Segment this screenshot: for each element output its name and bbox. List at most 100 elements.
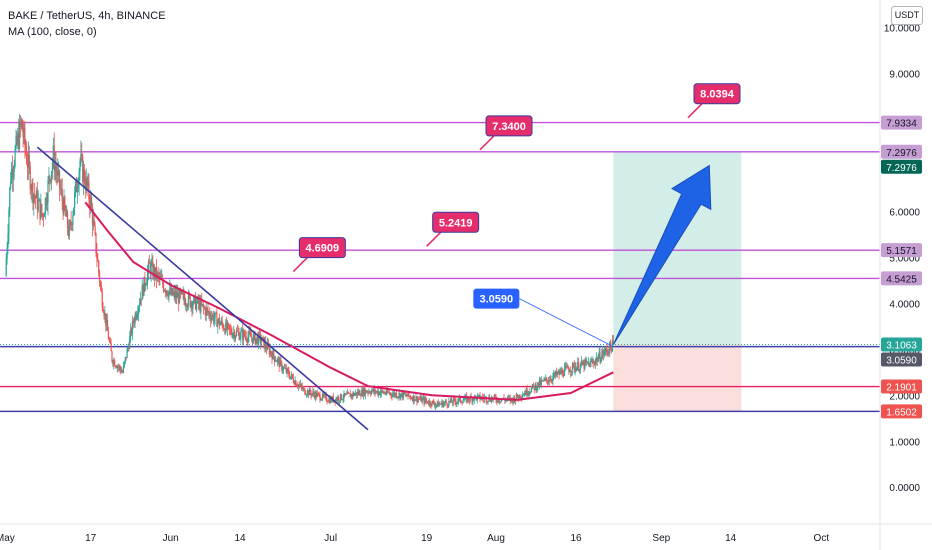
candle-body — [584, 360, 586, 369]
price-tag-label: 1.6502 — [886, 407, 917, 418]
price-callouts: 4.6909 5.2419 7.3400 8.0394 3.0590 — [292, 83, 741, 347]
candle-body — [233, 332, 235, 334]
candle — [559, 367, 561, 376]
candle-body — [84, 183, 86, 190]
candle-body — [153, 267, 155, 277]
candle — [449, 400, 451, 404]
candle — [378, 389, 380, 399]
candle-body — [547, 381, 550, 383]
candle-body — [251, 337, 254, 343]
candle-body — [277, 358, 279, 360]
candle-body — [345, 393, 347, 395]
price-callout: 5.2419 — [426, 211, 480, 247]
candle — [538, 382, 540, 388]
candle-body — [543, 379, 545, 382]
time-axis[interactable]: May 17 Jun 14 Jul 19 Aug 16 Sep 14 Oct — [0, 533, 829, 544]
candle-body — [357, 391, 359, 395]
candle-body — [585, 360, 587, 363]
candle — [407, 392, 409, 400]
candle-body — [132, 320, 134, 323]
candle — [527, 391, 529, 397]
candle-body — [285, 368, 287, 373]
candle — [66, 209, 69, 236]
candle-body — [469, 396, 471, 401]
candle — [590, 356, 592, 363]
candle-body — [273, 350, 275, 357]
candle — [247, 331, 249, 346]
candle — [118, 364, 120, 371]
candle — [362, 386, 365, 400]
candle — [240, 327, 242, 344]
candle-body — [275, 361, 278, 362]
candle — [115, 364, 118, 369]
candle-body — [226, 322, 228, 329]
candle-body — [603, 352, 606, 355]
candle — [164, 287, 166, 297]
candle-body — [298, 384, 300, 387]
candle — [71, 221, 73, 231]
candle-body — [283, 367, 286, 369]
candle-body — [305, 394, 307, 396]
candle — [426, 397, 428, 405]
candle-body — [434, 404, 436, 407]
candle-body — [379, 392, 382, 395]
candle — [43, 212, 46, 218]
candle-body — [122, 371, 124, 373]
candle — [380, 389, 382, 398]
candle — [525, 387, 527, 397]
candle — [23, 122, 25, 145]
candle-body — [373, 389, 375, 392]
candle — [354, 389, 357, 396]
candle-body — [19, 121, 22, 126]
candle-body — [445, 401, 447, 403]
candle-body — [123, 361, 126, 366]
candle-body — [263, 337, 265, 349]
candle — [101, 287, 103, 311]
candle — [108, 336, 110, 343]
candle-body — [268, 346, 270, 355]
candle — [258, 330, 261, 341]
candle-body — [306, 390, 309, 395]
candle — [67, 219, 70, 240]
price-tag-box — [881, 352, 922, 367]
candle — [455, 398, 457, 407]
candle — [307, 389, 310, 399]
candle — [157, 267, 159, 283]
currency-button[interactable]: USDT — [891, 6, 923, 25]
candle — [273, 349, 275, 361]
candle-body — [279, 359, 281, 368]
candle — [557, 369, 559, 375]
candle-body — [208, 312, 210, 314]
candle — [215, 311, 217, 315]
candle-body — [383, 392, 385, 394]
candle — [356, 389, 358, 399]
candle — [568, 366, 570, 375]
candle — [269, 345, 271, 358]
candle-body — [220, 320, 222, 324]
candle-body — [216, 313, 218, 327]
candle — [416, 396, 418, 406]
candle-body — [499, 401, 502, 403]
candle — [202, 304, 204, 308]
candle-body — [459, 397, 462, 402]
candle — [226, 319, 229, 336]
candle — [399, 392, 401, 401]
candle — [342, 394, 344, 404]
candle-body — [187, 294, 190, 306]
candle — [125, 357, 127, 361]
candle — [397, 395, 399, 401]
candle — [337, 394, 339, 403]
callout-label: 8.0394 — [700, 89, 735, 101]
candle-body — [83, 169, 86, 184]
indicator-legend[interactable]: MA (100, close, 0) — [8, 26, 97, 38]
symbol-title[interactable]: BAKE / TetherUS, 4h, BINANCE — [8, 10, 166, 22]
candle-body — [421, 398, 423, 403]
candle — [290, 376, 292, 380]
candle — [299, 379, 302, 387]
candle-body — [190, 302, 192, 307]
time-tick-label: 19 — [421, 533, 433, 544]
candle — [346, 388, 349, 394]
candle — [52, 137, 54, 170]
candle — [75, 176, 78, 193]
